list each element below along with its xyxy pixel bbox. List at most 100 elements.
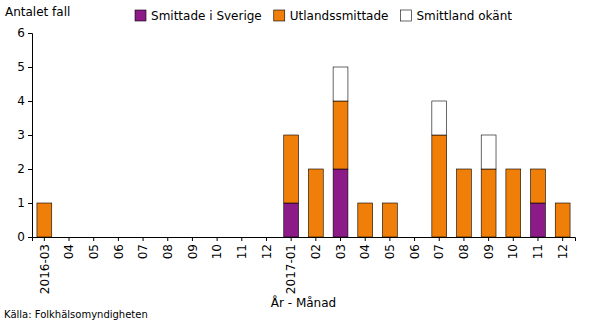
x-tick-label: 2016-03 xyxy=(38,244,52,294)
x-tick-label: 07 xyxy=(432,244,446,259)
y-tick: 3 xyxy=(17,128,32,142)
x-tick-label: 03 xyxy=(334,244,348,259)
bar xyxy=(136,237,151,238)
series-bars xyxy=(37,101,570,237)
bar xyxy=(62,237,77,238)
y-tick: 0 xyxy=(17,230,32,244)
bar xyxy=(358,203,373,237)
x-tick: 2016-03 xyxy=(38,237,52,294)
x-axis-line xyxy=(33,238,576,242)
x-tick-label: 2017-01 xyxy=(284,244,298,294)
y-tick-mark xyxy=(28,33,32,34)
bar xyxy=(308,169,323,170)
bar xyxy=(407,237,422,238)
y-tick-label: 3 xyxy=(17,128,25,142)
x-tick-mark xyxy=(340,237,341,241)
x-tick-label: 08 xyxy=(457,244,471,259)
chart: 01234562016-030405060708091011122017-010… xyxy=(0,0,590,324)
x-tick: 02 xyxy=(309,237,323,259)
x-tick-mark xyxy=(93,237,94,241)
source: Källa: Folkhälsomyndigheten xyxy=(4,309,148,320)
bar xyxy=(160,237,175,238)
bar xyxy=(531,203,546,237)
x-tick-label: 09 xyxy=(186,244,200,259)
x-tick: 06 xyxy=(112,237,126,259)
x-tick: 05 xyxy=(383,237,397,259)
bar xyxy=(62,237,77,238)
x-tick-label: 10 xyxy=(506,244,520,259)
x-tick-mark xyxy=(167,237,168,241)
bar xyxy=(457,169,472,170)
x-tick-mark xyxy=(389,237,390,241)
x-tick-label: 02 xyxy=(309,244,323,259)
x-tick-label: 09 xyxy=(482,244,496,259)
x-tick: 2017-01 xyxy=(284,237,298,294)
x-tick-mark xyxy=(463,237,464,241)
y-axis-title: Antalet fall xyxy=(5,5,70,19)
x-tick: 07 xyxy=(432,237,446,259)
bar xyxy=(136,237,151,238)
x-tick-mark xyxy=(44,237,45,241)
series-bars xyxy=(284,169,546,237)
x-axis: 2016-030405060708091011122017-0102030405… xyxy=(33,237,576,294)
bar xyxy=(111,237,126,238)
y-tick-mark xyxy=(28,101,32,102)
bar xyxy=(382,203,397,237)
bar xyxy=(333,67,348,101)
bar xyxy=(185,237,200,238)
x-tick: 05 xyxy=(87,237,101,259)
x-tick-label: 06 xyxy=(408,244,422,259)
bar xyxy=(407,237,422,238)
bar xyxy=(531,169,546,203)
x-tick-mark xyxy=(217,237,218,241)
x-tick: 09 xyxy=(186,237,200,259)
x-tick-label: 11 xyxy=(235,244,249,259)
legend-item: Smittade i Sverige xyxy=(135,9,262,23)
x-tick-mark xyxy=(513,237,514,241)
y-tick-label: 1 xyxy=(17,196,25,210)
bar xyxy=(185,237,200,238)
bar xyxy=(432,135,447,237)
x-tick-mark xyxy=(537,237,538,241)
bar xyxy=(160,237,175,238)
series-bars xyxy=(333,67,496,169)
y-tick-mark xyxy=(28,203,32,204)
legend: Smittade i SverigeUtlandssmittadeSmittla… xyxy=(135,9,512,23)
legend-item: Utlandssmittade xyxy=(274,9,389,23)
bar xyxy=(358,203,373,204)
x-tick-mark xyxy=(266,237,267,241)
x-tick-label: 08 xyxy=(161,244,175,259)
bar xyxy=(333,169,348,237)
bar xyxy=(210,237,225,238)
x-tick-label: 04 xyxy=(358,244,372,259)
bar xyxy=(86,237,101,238)
x-tick-mark xyxy=(365,237,366,241)
x-tick-label: 10 xyxy=(210,244,224,259)
legend-swatch xyxy=(274,10,285,21)
bar xyxy=(432,101,447,135)
bar xyxy=(234,237,249,238)
x-tick: 10 xyxy=(506,237,520,259)
bar xyxy=(37,203,52,237)
x-tick-label: 07 xyxy=(136,244,150,259)
bar xyxy=(555,203,570,237)
x-tick: 03 xyxy=(334,237,348,259)
x-tick: 08 xyxy=(457,237,471,259)
bar xyxy=(136,237,151,238)
x-tick-mark xyxy=(192,237,193,241)
bar xyxy=(457,169,472,237)
bar xyxy=(555,203,570,204)
x-tick-label: 04 xyxy=(62,244,76,259)
bar xyxy=(407,237,422,238)
bar xyxy=(86,237,101,238)
y-axis-line xyxy=(28,34,33,238)
bar xyxy=(333,101,348,169)
x-tick-mark xyxy=(414,237,415,241)
bar xyxy=(234,237,249,238)
y-tick: 4 xyxy=(17,94,32,108)
bar xyxy=(506,169,521,170)
x-tick-mark xyxy=(143,237,144,241)
y-tick: 1 xyxy=(17,196,32,210)
bar xyxy=(284,135,299,136)
legend-swatch xyxy=(400,10,411,21)
